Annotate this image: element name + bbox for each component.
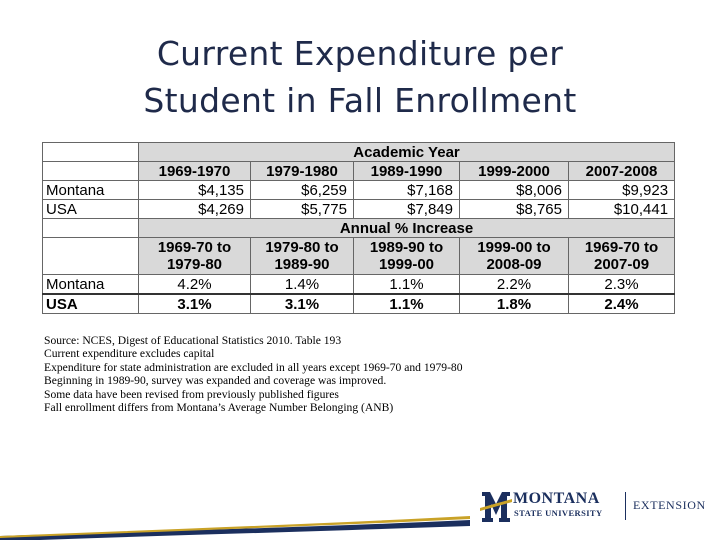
- msu-m-icon: [480, 492, 512, 522]
- period-header: 1989-90 to 1999-00: [353, 237, 460, 275]
- years-corner-cell: [42, 161, 139, 181]
- logo-extension-text: EXTENSION: [633, 498, 706, 512]
- period-header: 1999-00 to 2008-09: [459, 237, 569, 275]
- table-row-usa-expenditure: USA $4,269 $5,775 $7,849 $8,765 $10,441: [42, 199, 676, 219]
- row-label: Montana: [42, 274, 139, 295]
- years-header-row: 1969-1970 1979-1980 1989-1990 1999-2000 …: [42, 161, 676, 181]
- footer-swoosh: [0, 514, 470, 540]
- row-label: USA: [42, 293, 139, 314]
- slide-title-line-1: Current Expenditure per: [156, 34, 564, 73]
- table-cell: $9,923: [567, 180, 676, 200]
- table-cell: 4.2%: [138, 274, 251, 295]
- note-line: Fall enrollment differs from Montana’s A…: [44, 401, 394, 415]
- table-cell: $5,775: [250, 199, 354, 219]
- table-cell: $4,135: [138, 180, 251, 200]
- table-cell: 1.4%: [250, 274, 354, 295]
- table-cell: 1.8%: [459, 293, 569, 314]
- year-header: 2007-2008: [567, 161, 676, 181]
- table-cell: 2.3%: [567, 274, 676, 295]
- annual-increase-header: Annual % Increase: [137, 218, 676, 238]
- note-line: Source: NCES, Digest of Educational Stat…: [44, 334, 342, 347]
- periods-header-row: 1969-70 to 1979-80 1979-80 to 1989-90 1989…: [42, 237, 676, 275]
- table-cell: 2.4%: [567, 293, 676, 314]
- msu-extension-logo: MONTANA STATE UNIVERSITY EXTENSION: [478, 486, 718, 526]
- period-header: 1969-70 to 1979-80: [138, 237, 251, 275]
- note-line: Beginning in 1989-90, survey was expande…: [44, 374, 387, 388]
- year-header: 1979-1980: [250, 161, 354, 181]
- academic-year-header: Academic Year: [137, 142, 676, 162]
- period-header: 1969-70 to 2007-09: [567, 237, 676, 275]
- increase-corner-cell: [42, 218, 139, 238]
- table-cell: $4,269: [138, 199, 251, 219]
- logo-state-university-text: STATE UNIVERSITY: [514, 508, 603, 518]
- table-cell: 1.1%: [353, 274, 460, 295]
- corner-cell: [42, 142, 139, 162]
- source-notes: Source: NCES, Digest of Educational Stat…: [44, 334, 684, 414]
- row-label: USA: [42, 199, 139, 219]
- table-cell: 3.1%: [138, 293, 251, 314]
- year-header: 1989-1990: [353, 161, 460, 181]
- slide-title: Current Expenditure per Student in Fall …: [0, 30, 720, 124]
- table-row-usa-increase: USA 3.1% 3.1% 1.1% 1.8% 2.4%: [42, 293, 676, 314]
- logo-montana-text: MONTANA: [513, 490, 600, 507]
- table-cell: $8,765: [459, 199, 569, 219]
- year-header: 1999-2000: [459, 161, 569, 181]
- table-cell: $8,006: [459, 180, 569, 200]
- table-cell: 1.1%: [353, 293, 460, 314]
- note-line: Some data have been revised from previou…: [44, 387, 339, 401]
- logo-divider: [625, 492, 626, 520]
- table-row-montana-increase: Montana 4.2% 1.4% 1.1% 2.2% 2.3%: [42, 274, 676, 295]
- table-cell: 2.2%: [459, 274, 569, 295]
- annual-increase-header-row: Annual % Increase: [42, 218, 676, 238]
- note-line: Expenditure for state administration are…: [44, 360, 463, 374]
- slide-title-line-2: Student in Fall Enrollment: [143, 81, 577, 120]
- table-cell: $10,441: [567, 199, 676, 219]
- table-cell: $7,849: [353, 199, 460, 219]
- footer-swoosh-graphic: [0, 516, 470, 540]
- table-cell: $7,168: [353, 180, 460, 200]
- periods-corner-cell: [42, 237, 139, 275]
- note-line: Current expenditure excludes capital: [44, 347, 215, 361]
- year-header: 1969-1970: [138, 161, 251, 181]
- row-label: Montana: [42, 180, 139, 200]
- period-header: 1979-80 to 1989-90: [250, 237, 354, 275]
- table-cell: $6,259: [250, 180, 354, 200]
- table-row-montana-expenditure: Montana $4,135 $6,259 $7,168 $8,006 $9,9…: [42, 180, 676, 200]
- academic-year-header-row: Academic Year: [42, 142, 676, 162]
- expenditure-table: Academic Year 1969-1970 1979-1980 1989-1…: [42, 142, 676, 314]
- table-cell: 3.1%: [250, 293, 354, 314]
